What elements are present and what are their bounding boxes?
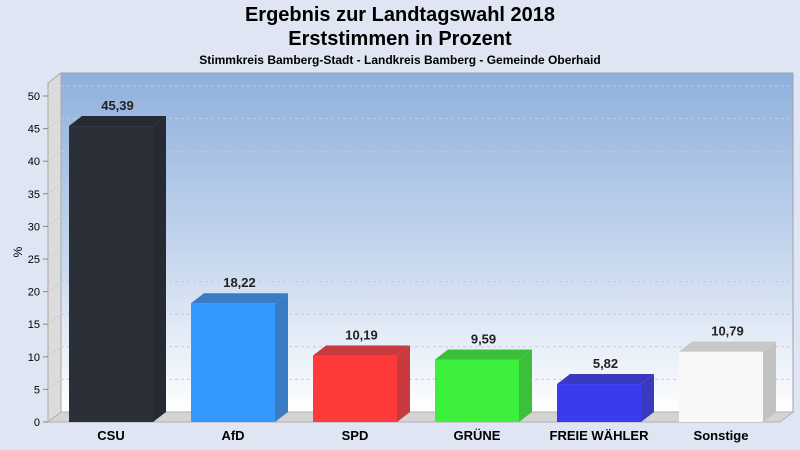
data-label: 5,82 bbox=[593, 356, 618, 371]
x-tick-label: GRÜNE bbox=[454, 428, 501, 443]
bar-top bbox=[679, 341, 776, 352]
bar bbox=[69, 116, 166, 423]
y-tick-label: 30 bbox=[28, 221, 40, 233]
chart-title: Ergebnis zur Landtagswahl 2018 bbox=[244, 4, 556, 26]
y-tick-label: 25 bbox=[28, 254, 40, 266]
bar-side bbox=[275, 293, 288, 422]
bar-top bbox=[69, 116, 166, 127]
gridline-side bbox=[47, 281, 62, 292]
gridline-side bbox=[47, 150, 62, 162]
chart-subtitle: Erststimmen in Prozent bbox=[288, 28, 512, 50]
plot-back-wall bbox=[60, 72, 794, 413]
bar-top bbox=[435, 349, 532, 360]
y-tick-label: 5 bbox=[34, 384, 40, 396]
bar-side bbox=[641, 374, 654, 422]
bar-top bbox=[557, 374, 654, 385]
gridline-side bbox=[47, 216, 62, 227]
y-tick-label: 20 bbox=[28, 287, 40, 299]
data-label: 18,22 bbox=[223, 275, 256, 290]
y-tick-label: 35 bbox=[28, 189, 40, 201]
x-tick-label: AfD bbox=[221, 428, 244, 443]
bar-front bbox=[557, 384, 641, 422]
bar-side bbox=[763, 341, 776, 422]
bar-front bbox=[679, 351, 763, 422]
gridline-side bbox=[47, 313, 62, 325]
data-label: 9,59 bbox=[471, 331, 496, 346]
y-tick-label: 15 bbox=[28, 319, 40, 331]
gridline-side bbox=[47, 183, 62, 195]
y-tick-label: 0 bbox=[34, 417, 40, 429]
y-tick-label: 40 bbox=[28, 156, 40, 168]
data-label: 10,79 bbox=[711, 324, 744, 339]
plot-side-wall bbox=[47, 71, 62, 424]
bar bbox=[435, 349, 532, 422]
data-label: 10,19 bbox=[345, 328, 378, 343]
x-tick-label: CSU bbox=[97, 428, 124, 443]
bar bbox=[191, 293, 288, 422]
gridline-side bbox=[47, 346, 62, 358]
bar-front bbox=[69, 126, 153, 423]
gridline-side bbox=[47, 118, 62, 129]
bar-top bbox=[313, 345, 410, 356]
y-tick-label: 50 bbox=[28, 91, 40, 103]
bar-front bbox=[435, 359, 519, 422]
gridline-side bbox=[47, 248, 62, 260]
data-label: 45,39 bbox=[101, 98, 134, 113]
bar-side bbox=[397, 345, 410, 422]
bar-front bbox=[313, 355, 397, 422]
x-tick-label: Sonstige bbox=[694, 428, 749, 443]
bar bbox=[313, 345, 410, 422]
gridline-side bbox=[47, 85, 62, 97]
y-axis-label: % bbox=[11, 246, 25, 257]
x-tick-label: SPD bbox=[342, 428, 369, 443]
bar-top bbox=[191, 293, 288, 304]
bar bbox=[557, 374, 654, 422]
gridline-side bbox=[47, 379, 62, 390]
bar-front bbox=[191, 303, 275, 422]
bar bbox=[679, 341, 776, 422]
y-tick-label: 10 bbox=[28, 352, 40, 364]
y-tick-label: 45 bbox=[28, 124, 40, 136]
bar-side bbox=[153, 116, 166, 423]
bar-side bbox=[519, 349, 532, 422]
x-tick-label: FREIE WÄHLER bbox=[550, 428, 650, 443]
chart-subtitle-location: Stimmkreis Bamberg-Stadt - Landkreis Bam… bbox=[199, 53, 601, 67]
